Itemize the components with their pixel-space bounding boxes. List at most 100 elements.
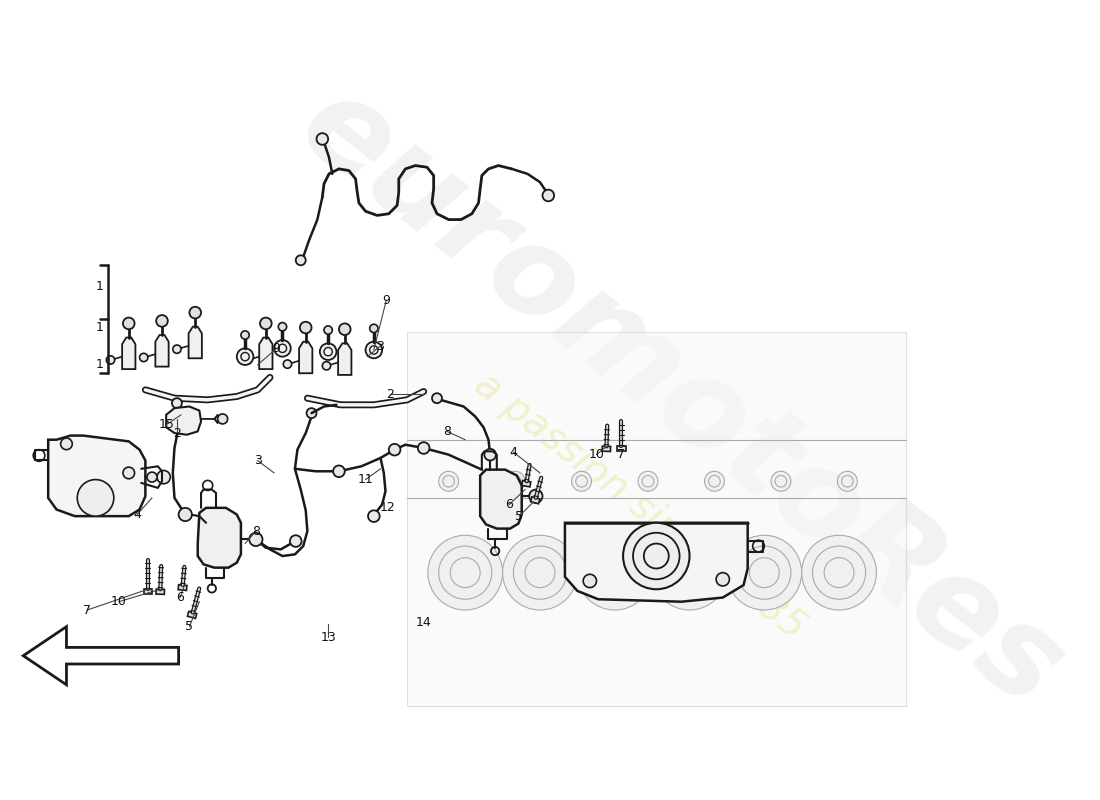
Polygon shape [481,470,521,529]
Text: euromotoRes: euromotoRes [277,63,1086,733]
Circle shape [274,340,290,357]
Circle shape [388,444,400,455]
Circle shape [296,255,306,266]
Circle shape [503,535,578,610]
Circle shape [157,470,170,484]
Circle shape [428,535,503,610]
Text: 15: 15 [158,418,174,431]
Polygon shape [178,585,187,590]
Polygon shape [530,497,540,504]
Circle shape [771,471,791,491]
Polygon shape [144,590,152,594]
Circle shape [484,449,496,461]
Circle shape [716,573,729,586]
Text: 14: 14 [416,616,431,629]
Text: 1: 1 [96,358,103,371]
Circle shape [333,466,344,477]
Circle shape [320,343,337,360]
Circle shape [178,508,191,521]
Text: 7: 7 [617,448,626,461]
Circle shape [147,472,157,482]
Circle shape [365,342,382,358]
Polygon shape [187,611,197,618]
Text: 6: 6 [505,498,514,511]
Circle shape [60,438,73,450]
Circle shape [284,360,292,368]
Circle shape [704,471,725,491]
Circle shape [317,133,328,145]
Circle shape [123,318,134,330]
Text: 6: 6 [176,591,184,604]
Polygon shape [122,338,135,369]
Circle shape [290,535,301,547]
Text: 10: 10 [111,595,126,608]
Circle shape [173,345,182,354]
Circle shape [652,535,727,610]
Circle shape [727,535,802,610]
Text: 2: 2 [386,387,395,401]
Polygon shape [166,406,201,434]
Text: 9: 9 [383,294,390,306]
Text: 8: 8 [252,525,260,538]
Polygon shape [521,481,531,487]
Text: 4: 4 [509,446,517,458]
Text: 4: 4 [133,508,141,521]
Text: 10: 10 [588,448,604,461]
Circle shape [324,326,332,334]
Circle shape [278,322,287,331]
Circle shape [368,510,379,522]
Polygon shape [602,446,610,451]
Circle shape [837,471,857,491]
Text: 1: 1 [96,279,103,293]
Text: 5: 5 [515,510,524,522]
Polygon shape [260,338,273,369]
Circle shape [578,535,652,610]
Text: 5: 5 [186,620,194,633]
Text: 13: 13 [320,631,336,644]
Circle shape [300,322,311,334]
Polygon shape [338,343,351,375]
Circle shape [339,323,351,335]
Polygon shape [407,332,905,706]
Text: a passion since 1985: a passion since 1985 [466,366,813,647]
Polygon shape [299,342,312,374]
Text: 9: 9 [273,342,280,355]
Circle shape [802,535,877,610]
Circle shape [77,479,113,516]
Circle shape [542,190,554,202]
Circle shape [432,393,442,403]
Circle shape [172,398,182,408]
Circle shape [250,533,263,546]
Circle shape [156,315,168,326]
Circle shape [241,331,250,339]
Circle shape [623,522,690,590]
Circle shape [218,414,228,424]
Circle shape [107,356,114,364]
Polygon shape [156,589,165,594]
Circle shape [236,348,253,365]
Text: 1: 1 [96,321,103,334]
Circle shape [505,471,525,491]
Circle shape [322,362,331,370]
Polygon shape [565,522,748,602]
Circle shape [529,490,542,503]
Text: 8: 8 [443,425,451,438]
Polygon shape [188,326,202,358]
Text: 11: 11 [358,473,373,486]
Text: 3: 3 [376,340,384,353]
Circle shape [260,318,272,330]
Polygon shape [155,335,168,366]
Circle shape [439,471,459,491]
Polygon shape [48,435,145,516]
Polygon shape [617,446,626,451]
Circle shape [583,574,596,587]
Circle shape [123,467,134,478]
Text: 12: 12 [381,502,396,514]
Circle shape [418,442,429,454]
Polygon shape [198,508,241,568]
Text: 3: 3 [254,454,262,467]
Circle shape [189,306,201,318]
Text: 2: 2 [173,426,180,439]
Circle shape [638,471,658,491]
Circle shape [307,408,317,418]
